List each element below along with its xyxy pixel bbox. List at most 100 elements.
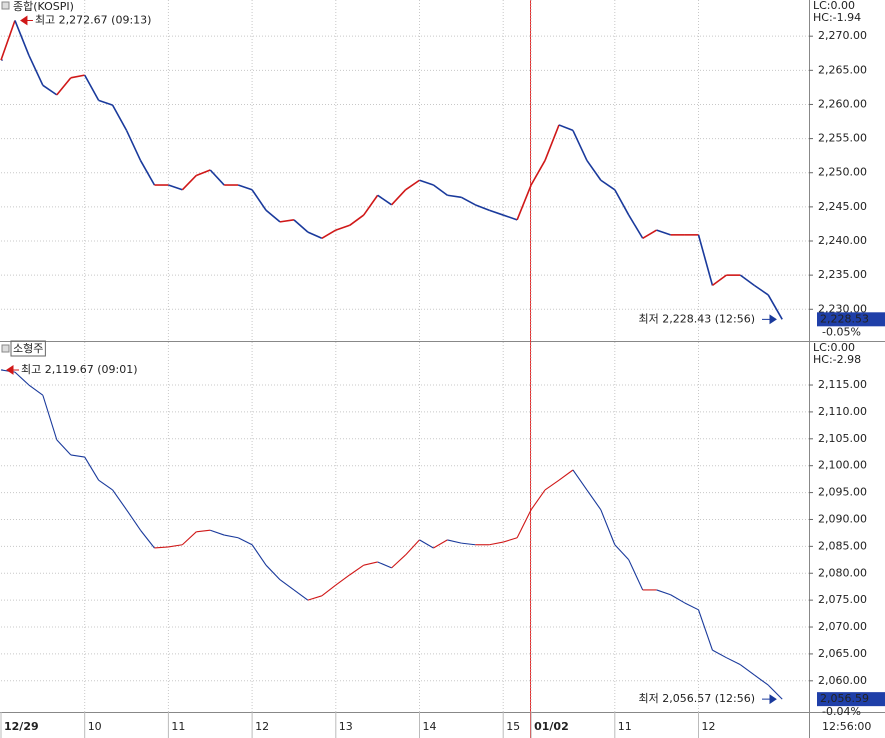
price-segment [0,20,16,61]
price-segment [614,189,630,216]
price-segment [642,229,658,239]
y-tick-label: 2,265.00 [818,63,867,76]
x-tick-label: 14 [423,720,437,733]
price-segment [321,584,337,597]
price-segment [432,184,448,196]
y-tick-label: 2,060.00 [818,674,867,687]
price-segment [656,229,671,236]
price-segment [572,469,588,491]
price-segment [349,564,365,576]
price-segment [502,214,518,221]
price-segment [84,456,100,481]
price-segment [530,489,546,511]
change-label: -0.05% [822,325,861,338]
price-segment [42,84,58,96]
price-segment [112,489,128,511]
y-tick-label: 2,100.00 [818,459,867,472]
y-tick-label: 2,240.00 [818,234,867,247]
y-tick-label: 2,090.00 [818,512,867,525]
panel-icon [1,1,10,10]
price-segment [572,130,588,161]
low-arrow [762,694,777,705]
price-segment [600,179,616,191]
price-segment [265,209,281,223]
price-segment [712,649,727,659]
price-segment [209,169,225,186]
price-segment [210,529,225,536]
price-segment [767,684,783,700]
price-segment [405,179,420,191]
price-segment [293,219,309,233]
time-label: 12:56:00 [822,720,871,733]
price-segment [70,454,85,458]
x-tick-label: 01/02 [534,720,569,733]
price-segment [544,124,560,161]
price-segment [98,99,113,106]
y-tick-label: 2,075.00 [818,593,867,606]
price-segment [251,189,267,211]
price-segment [377,194,393,206]
price-segment [697,234,714,286]
price-segment [489,541,504,546]
price-segment [558,124,574,132]
lc-label: LC:0.00 [813,341,855,354]
x-tick-label: 12 [702,720,716,733]
price-segment [447,539,462,544]
lc-label: LC:0.00 [813,0,855,12]
price-segment [475,204,490,212]
last-box [817,312,885,327]
price-segment [237,537,253,546]
low-label: 최저 2,228.43 (12:56) [638,312,755,325]
price-segment [586,159,602,181]
y-tick-label: 2,270.00 [818,29,867,42]
price-segment [503,537,518,543]
price-segment [656,589,671,596]
price-segment [237,184,253,191]
price-segment [614,544,630,561]
price-segment [516,184,532,221]
low-label: 최저 2,056.57 (12:56) [638,692,755,705]
x-tick-label: 12 [255,720,269,733]
last-label: 2,056.59 [820,692,869,705]
price-segment [265,564,281,581]
price-segment [14,371,30,386]
price-segment [168,544,183,548]
price-segment [447,194,462,199]
y-tick-label: 2,260.00 [818,97,867,110]
price-segment [224,534,239,539]
price-segment [405,539,420,556]
price-segment [14,20,30,56]
y-tick-label: 2,095.00 [818,486,867,499]
price-segment [740,664,755,676]
x-tick-label: 11 [171,720,185,733]
price-segment [726,657,741,666]
price-segment [753,674,769,686]
x-tick-label: 12/29 [4,720,39,733]
price-segment [293,589,309,601]
price-segment [419,179,434,186]
price-segment [391,554,406,569]
y-tick-label: 2,065.00 [818,647,867,660]
price-segment [251,544,267,566]
price-segment [307,595,323,601]
y-tick-label: 2,085.00 [818,539,867,552]
price-segment [168,184,183,191]
price-segment [753,284,769,296]
price-segment [628,559,644,591]
price-segment [139,160,156,186]
y-tick-label: 2,105.00 [818,432,867,445]
price-segment [321,229,337,239]
price-segment [461,542,476,546]
price-segment [391,189,407,206]
x-tick-label: 10 [88,720,102,733]
price-segment [140,529,155,549]
price-segment [349,214,365,226]
high-arrow [6,365,19,375]
title-box [10,340,46,357]
panel-icon [1,344,10,353]
price-segment [670,594,685,604]
price-segment [196,169,211,177]
y-tick-label: 2,110.00 [818,405,867,418]
